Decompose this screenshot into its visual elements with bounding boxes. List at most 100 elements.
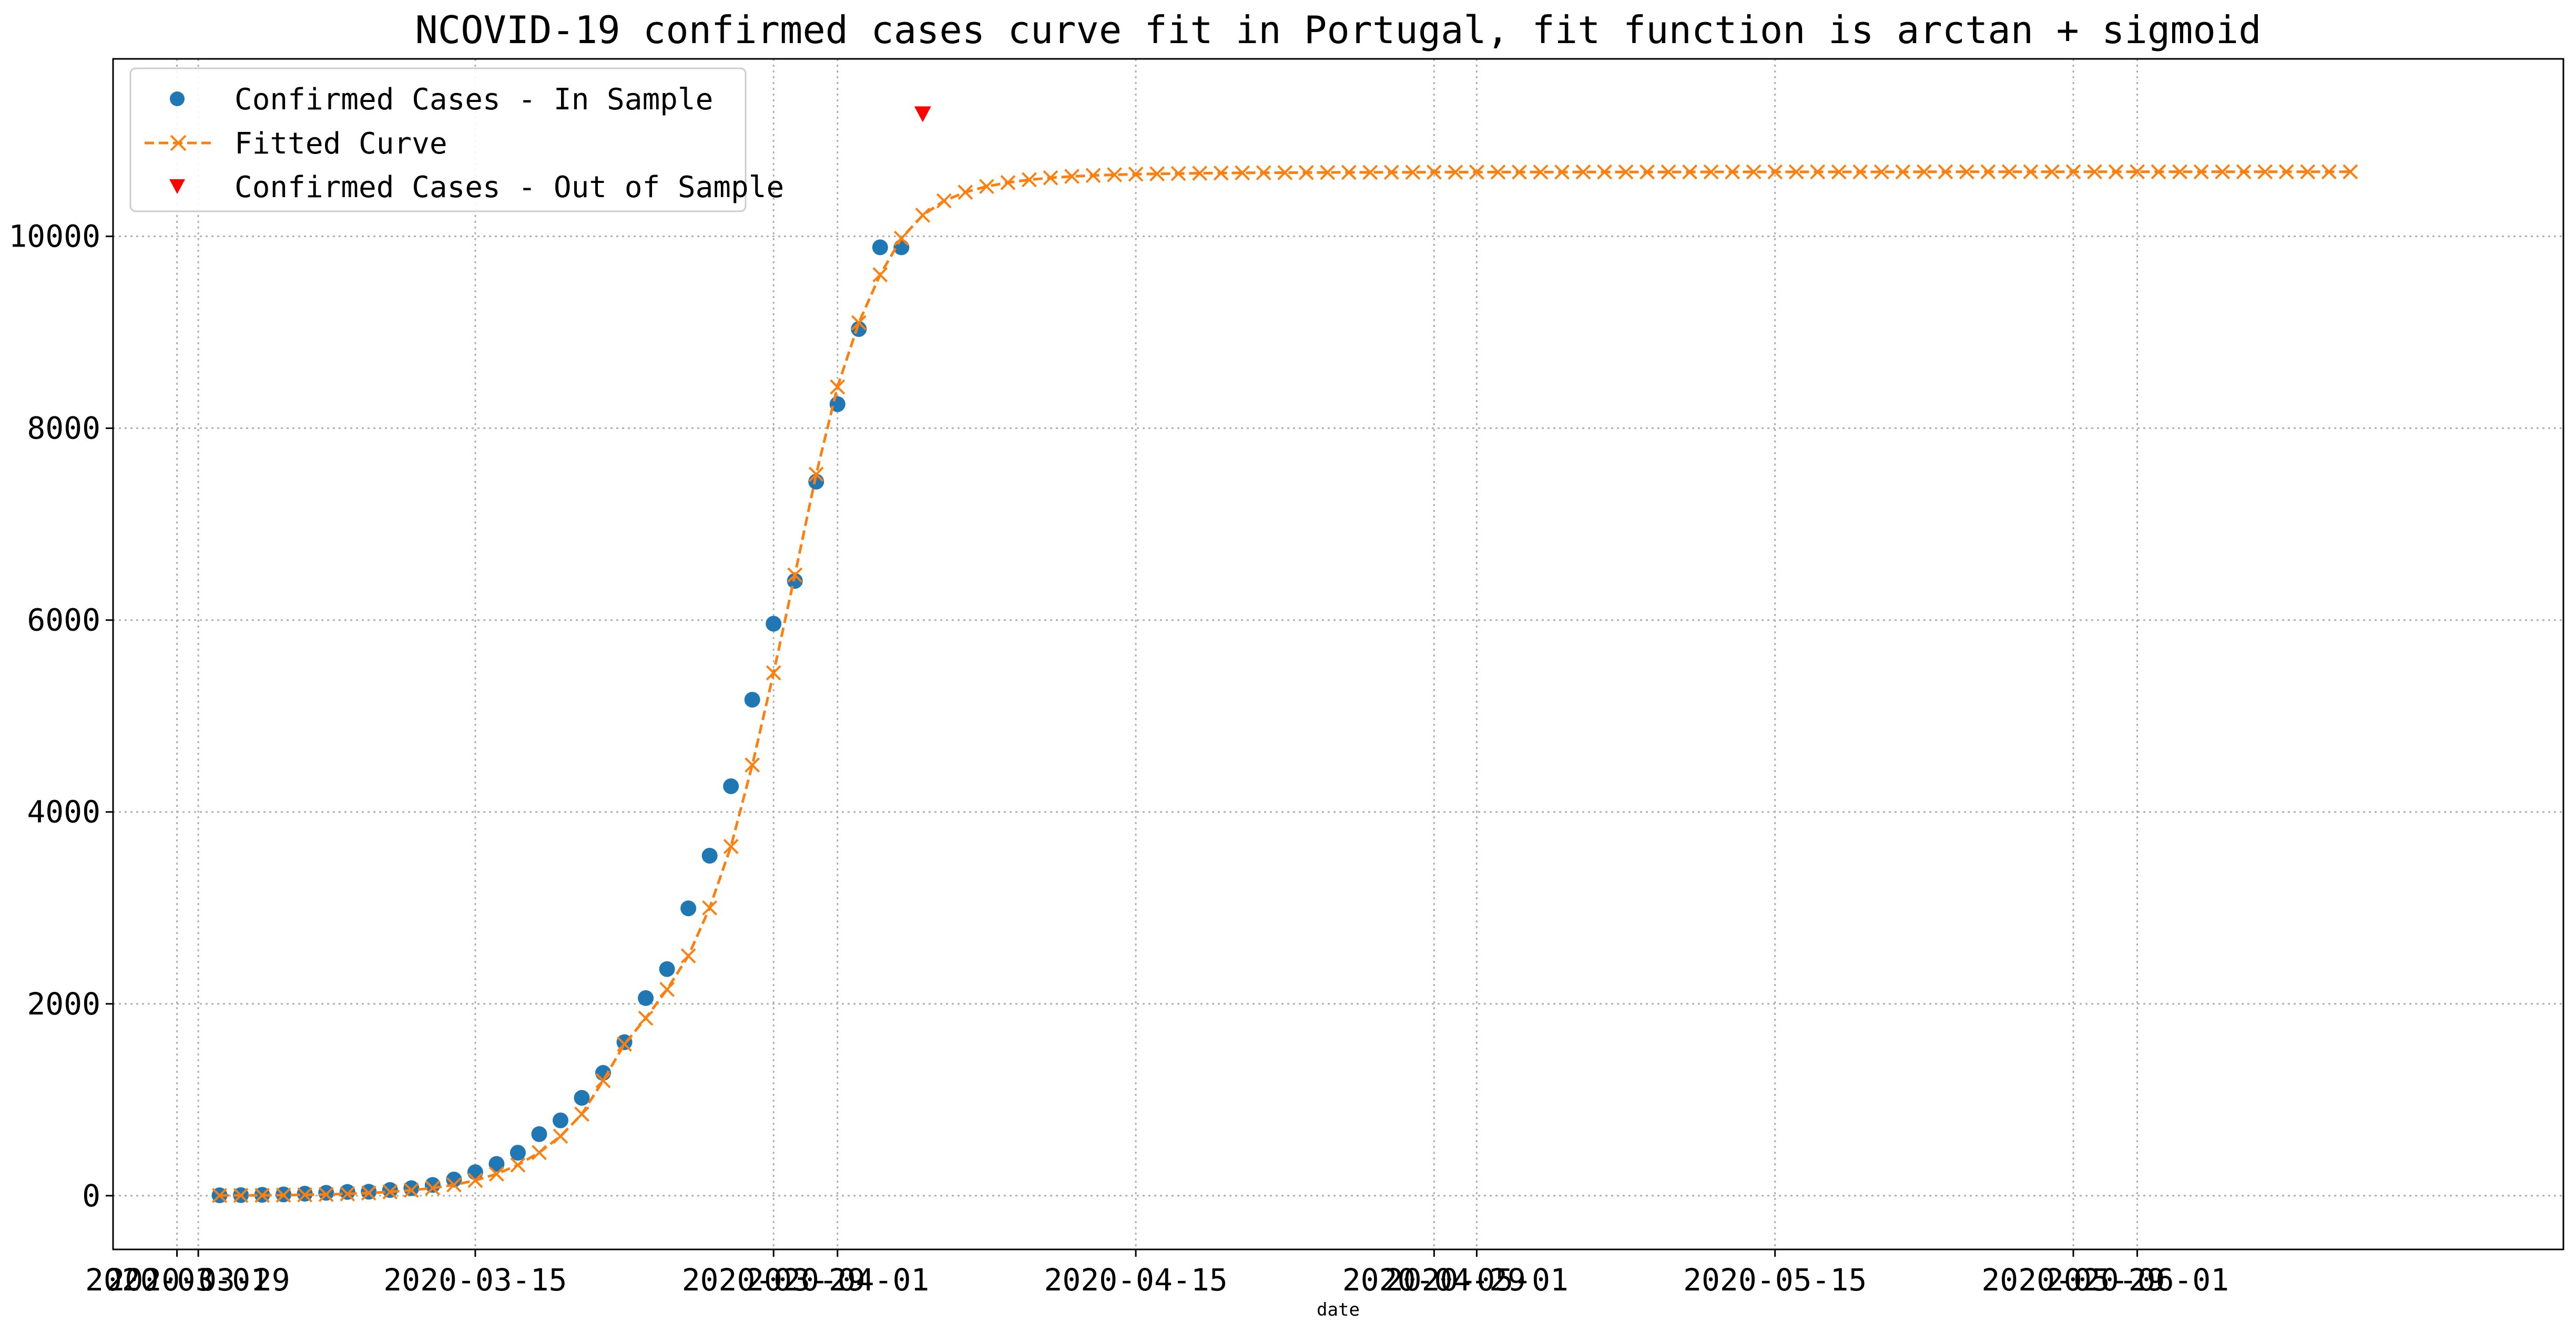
fitted-curve-point (2343, 164, 2358, 180)
fitted-curve-point (723, 839, 739, 854)
fitted-curve-point (2278, 164, 2294, 180)
fitted-curve-point (1661, 164, 1676, 180)
in-sample-point (403, 1180, 420, 1196)
legend-marker-in-sample (170, 91, 185, 106)
y-tick-label: 2000 (27, 986, 100, 1022)
fitted-curve-point (254, 1187, 270, 1203)
fitted-curve-point (2257, 164, 2273, 180)
chart-title: NCOVID-19 confirmed cases curve fit in P… (415, 8, 2261, 52)
in-sample-point (638, 990, 654, 1006)
fitted-curve-point (1192, 166, 1208, 181)
fitted-curve-point (680, 948, 696, 963)
fitted-curve-point (297, 1187, 313, 1203)
fitted-curve-point (2108, 164, 2124, 180)
fitted-curve-point (1703, 164, 1719, 180)
grid (113, 59, 2563, 1249)
in-sample-point (766, 616, 782, 632)
fitted-curve-point (1128, 166, 1144, 182)
fitted-curve-point (1383, 165, 1399, 180)
fitted-curve-point (936, 193, 952, 209)
fitted-curve-point (488, 1166, 504, 1182)
fitted-curve-point (340, 1186, 355, 1202)
legend: Confirmed Cases - In Sample Fitted Curve… (129, 67, 784, 212)
fitted-curve-point (893, 230, 909, 246)
fitted-curve-point (2130, 164, 2145, 180)
x-tick-label: 2020-03-29 (106, 1262, 290, 1298)
fitted-curve-point (1170, 166, 1186, 181)
fitted-curve-point (1405, 165, 1421, 180)
fitted-curve-point (1554, 164, 1570, 180)
fitted-curve-point (1533, 164, 1549, 180)
fitted-curve-point (1512, 164, 1527, 180)
legend-label-in-sample: Confirmed Cases - In Sample (235, 83, 713, 117)
fitted-curve-point (2172, 164, 2188, 180)
x-tick-label: 2020-03-15 (383, 1262, 567, 1298)
fitted-curve-point (532, 1145, 547, 1161)
legend-marker-out-of-sample (169, 179, 185, 194)
fitted-curve-point (2321, 164, 2337, 180)
fitted-curve-point (1107, 167, 1122, 182)
in-sample-point (339, 1184, 355, 1200)
fitted-curve-point (510, 1157, 526, 1173)
fitted-curve-point (467, 1173, 483, 1188)
fitted-curve-point (638, 1010, 654, 1026)
fitted-curve-point (1810, 164, 1826, 180)
fitted-curve-point (212, 1188, 228, 1203)
fitted-curve-point (2023, 164, 2039, 180)
fitted-curve-point (276, 1187, 291, 1203)
fitted-curve-point (2002, 164, 2017, 180)
y-tick-label: 4000 (27, 794, 100, 830)
fitted-curve-point (1788, 164, 1804, 180)
fitted-curve-point (808, 466, 824, 482)
in-sample-point (744, 692, 760, 708)
x-tick-label: 2020-06-01 (2045, 1262, 2229, 1298)
fitted-curve-point (1490, 164, 1506, 180)
fitted-curve-point (361, 1185, 376, 1201)
fitted-curve-point (872, 267, 888, 283)
fitted-curve-point (382, 1184, 398, 1199)
fitted-curve-point (2065, 164, 2081, 180)
x-tick-label: 2020-05-15 (1683, 1262, 1867, 1298)
legend-marker-fitted (170, 135, 187, 151)
x-tick-label: 2020-05-29 (1981, 1262, 2165, 1298)
in-sample-point (680, 900, 697, 917)
fitted-curve-point (553, 1129, 568, 1144)
in-sample-point (893, 239, 910, 255)
fitted-curve-point (1746, 164, 1762, 180)
in-sample-point (488, 1156, 505, 1172)
fitted-curve-point (2193, 164, 2209, 180)
fitted-curve-point (2215, 164, 2231, 180)
in-sample-point (701, 847, 718, 864)
fitted-curve-point (830, 379, 846, 395)
fitted-curve-point (1874, 164, 1889, 180)
fitted-curve-point (2044, 164, 2060, 180)
x-tick-label: 2020-03-01 (85, 1262, 269, 1298)
in-sample-point (318, 1185, 334, 1201)
x-tick-label: 2020-05-01 (1385, 1262, 1569, 1298)
fitted-curve-point (1426, 165, 1442, 180)
fitted-curve-point (915, 208, 931, 223)
in-sample-point (552, 1112, 568, 1129)
fitted-curve-point (851, 315, 867, 331)
y-tick-label: 0 (82, 1178, 100, 1214)
fitted-curve-point (2236, 164, 2252, 180)
in-sample-point (659, 961, 675, 977)
in-sample-point (446, 1171, 462, 1187)
in-sample-point (510, 1145, 526, 1161)
fitted-curve-point (979, 179, 994, 194)
fitted-curve-point (1597, 164, 1612, 180)
fitted-curve-point (1959, 164, 1974, 180)
in-sample-point (723, 778, 739, 794)
fitted-curve-point (1277, 165, 1293, 180)
fitted-curve-point (1341, 165, 1357, 180)
fitted-curve-point (1469, 165, 1484, 180)
fitted-curve-point (1022, 172, 1037, 188)
in-sample-point (531, 1126, 547, 1142)
fitted-curve-point (1852, 164, 1868, 180)
fitted-curve-point (1682, 164, 1698, 180)
fitted-curve-point (1213, 165, 1229, 181)
fitted-curve-point (2151, 164, 2166, 180)
x-tick-label: 2020-03-29 (682, 1262, 866, 1298)
